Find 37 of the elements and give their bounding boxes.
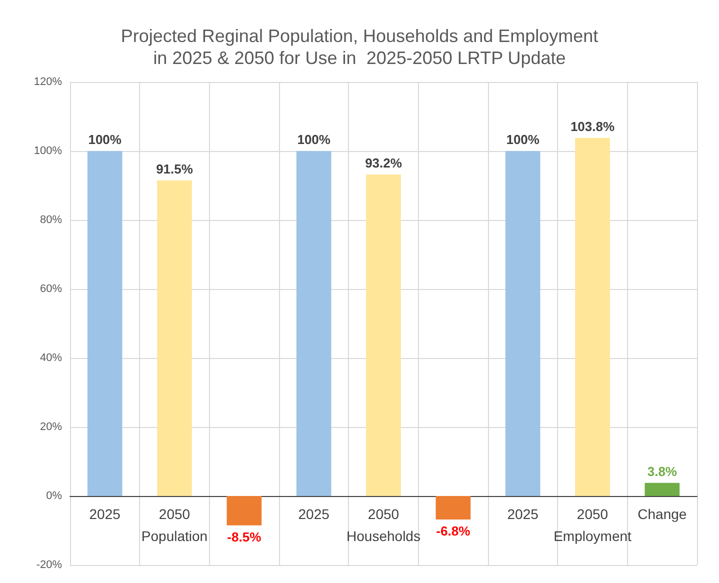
y-tick-label: 60% xyxy=(40,283,62,295)
y-tick-label: 80% xyxy=(40,214,62,226)
annotation: Population xyxy=(141,528,208,544)
data-label: 100% xyxy=(506,132,540,147)
annotation: Employment xyxy=(554,528,632,544)
data-label: 3.8% xyxy=(647,464,678,479)
y-tick-label: 120% xyxy=(34,76,62,88)
x-tick-label: Change xyxy=(638,506,687,522)
x-tick-label: 2025 xyxy=(89,506,121,522)
data-label: -6.8% xyxy=(436,523,471,538)
y-tick-label: 0% xyxy=(46,490,62,502)
data-label: 100% xyxy=(297,132,331,147)
bar xyxy=(366,174,401,496)
annotation: Households xyxy=(346,528,420,544)
chart-title: Projected Reginal Population, Households and Employment in 2025 & 2050 for Use in 2025-2050 LRTP Update xyxy=(120,26,598,68)
x-tick-label: 2025 xyxy=(507,506,539,522)
bar xyxy=(644,482,680,496)
x-tick-label: 2050 xyxy=(576,506,608,522)
bar xyxy=(505,151,540,496)
x-tick-label: 2050 xyxy=(158,506,190,522)
y-tick-label: -20% xyxy=(36,559,62,571)
x-tick-label: 2025 xyxy=(298,506,330,522)
y-tick-label: 40% xyxy=(40,352,62,364)
bar xyxy=(296,151,332,496)
data-label: 103.8% xyxy=(570,118,615,134)
data-label: 100% xyxy=(88,132,122,147)
data-label: 93.2% xyxy=(365,155,402,170)
bar xyxy=(87,151,122,496)
y-tick-label: 100% xyxy=(34,145,62,157)
bar xyxy=(436,496,471,520)
y-tick-label: 20% xyxy=(40,421,62,433)
data-label: -8.5% xyxy=(227,529,262,544)
bar xyxy=(226,496,262,526)
bar xyxy=(575,138,610,496)
data-label: 91.5% xyxy=(156,161,194,176)
bar xyxy=(157,180,192,496)
x-tick-label: 2050 xyxy=(368,506,400,522)
